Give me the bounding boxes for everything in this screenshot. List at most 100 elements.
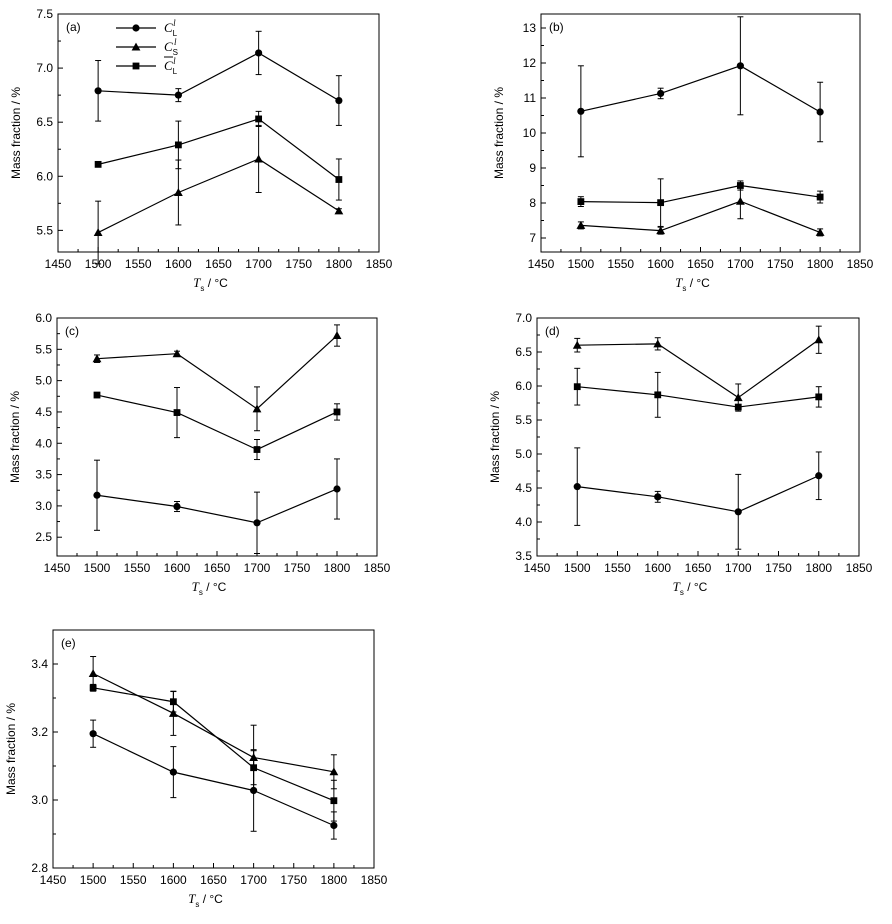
panel-b-series-triangle-point — [735, 196, 745, 205]
panel-c-y-tick-label: 4.5 — [35, 405, 52, 419]
panel-d-x-tick-label: 1700 — [725, 561, 752, 575]
panel-e-series-triangle-point — [329, 767, 339, 776]
panel-e-x-axis-var: T — [188, 891, 196, 906]
panel-e-series-circle-line — [92, 733, 335, 827]
panel-b-x-tick-label: 1750 — [767, 257, 794, 271]
panel-d-y-tick-label: 5.0 — [515, 447, 532, 461]
panel-b-series-circle-point — [736, 62, 744, 70]
panel-a-series-triangle-point — [254, 154, 264, 163]
panel-a-x-axis-sub: s — [200, 284, 204, 293]
panel-d-x-tick-label: 1450 — [524, 561, 551, 575]
panel-c-x-axis-var: T — [192, 579, 200, 594]
panel-d-series-triangle-point — [572, 340, 582, 349]
panel-a-legend-marker — [131, 42, 141, 51]
panel-a-series-circle-point — [255, 49, 263, 57]
panel-b-x-tick-label: 1700 — [727, 257, 754, 271]
panel-c-x-axis-unit: / °C — [203, 580, 227, 594]
panel-a-series-circle-line — [98, 52, 340, 102]
panel-a-y-tick-label: 6.5 — [36, 115, 53, 129]
panel-a-series-square-line — [97, 118, 340, 180]
panel-c-series-triangle — [92, 324, 342, 432]
panel-d-x-tick-label: 1800 — [805, 561, 832, 575]
panel-c-x-tick-label: 1850 — [364, 561, 391, 575]
panel-c-series-circle-point — [93, 491, 101, 499]
panel-a-legend-sup: l — [174, 37, 177, 47]
panel-c-x-tick-label: 1750 — [284, 561, 311, 575]
panel-b-y-tick-label: 7 — [529, 231, 536, 245]
panel-a-series-circle-point — [174, 91, 182, 99]
panel-b-y-axis-label: Mass fraction / % — [492, 87, 506, 179]
panel-e-x-tick-label: 1700 — [240, 873, 267, 887]
panel-a-y-tick-label: 6.0 — [36, 169, 53, 183]
panel-d-x-axis-unit: / °C — [684, 580, 708, 594]
panel-e-x-tick-label: 1800 — [321, 873, 348, 887]
panel-a-x-tick-label: 1850 — [366, 257, 393, 271]
panel-c-series-circle — [93, 458, 341, 554]
panel-c-x-tick-label: 1450 — [44, 561, 71, 575]
panel-c-x-tick-label: 1700 — [244, 561, 271, 575]
panel-d-series-square-point — [654, 391, 662, 399]
panel-c-y-tick-label: 5.5 — [35, 342, 52, 356]
panel-c-series-square-point — [173, 409, 181, 416]
panel-a-legend-marker — [132, 62, 140, 70]
panel-a-series-circle — [94, 30, 343, 126]
panel-e-series-triangle-line — [92, 672, 334, 773]
panel-a-y-axis-label: Mass fraction / % — [9, 87, 23, 179]
panel-a-x-tick-label: 1650 — [205, 257, 232, 271]
panel-d-series-circle-point — [654, 493, 662, 501]
panel-c-x-tick-label: 1500 — [84, 561, 111, 575]
panel-e: 1450 1500 1550 1600 1650 1700 1750 1800 1850 2.8 3… — [4, 629, 388, 909]
panel-e-series-triangle-point — [168, 708, 178, 717]
panel-a-legend-sub: L — [173, 67, 178, 76]
panel-a-legend-main: C — [164, 39, 173, 54]
panel-d-series-square-point — [734, 403, 742, 411]
panel-e-x-tick-label: 1550 — [120, 873, 147, 887]
panel-e-label: (e) — [61, 636, 76, 650]
panel-d-y-tick-label: 4.5 — [515, 481, 532, 495]
panel-e-x-tick-label: 1500 — [80, 873, 107, 887]
panel-d-y-tick-label: 6.5 — [515, 345, 532, 359]
panel-b-y-tick-label: 8 — [529, 196, 536, 210]
panel-b-series-triangle — [576, 183, 825, 237]
panel-d-series-triangle-point — [814, 335, 824, 344]
panel-b-x-axis-sub: s — [682, 284, 686, 293]
panel-c-series-square — [93, 387, 341, 461]
panel-d-plot-frame — [536, 317, 860, 557]
panel-c-y-tick-label: 5.0 — [35, 374, 52, 388]
panel-b-x-tick-label: 1450 — [528, 257, 555, 271]
panel-b-series-triangle-point — [576, 221, 586, 229]
panel-d-series-square-line — [577, 386, 819, 408]
panel-c-y-tick-label: 3.5 — [35, 468, 52, 482]
panel-b-y-tick-label: 9 — [529, 161, 536, 175]
panel-e-series-circle-point — [250, 786, 258, 795]
panel-d-x-axis-sub: s — [680, 588, 684, 597]
panel-a-y-tick-label: 7.5 — [36, 7, 53, 21]
panel-a-legend-marker — [132, 24, 140, 32]
panel-b-x-tick-label: 1850 — [847, 257, 874, 271]
panel-a-x-tick-label: 1750 — [285, 257, 312, 271]
panel-a-series-triangle-point — [173, 188, 183, 197]
panel-c-plot-frame — [56, 317, 378, 557]
panel-a-series-square-point — [335, 176, 343, 183]
panel-c-x-tick-label: 1550 — [124, 561, 151, 575]
panel-c-y-tick-label: 2.5 — [35, 530, 52, 544]
panel-e-series-square — [89, 683, 338, 822]
panel-e-series-circle-point — [169, 768, 177, 776]
panel-e-series-square-point — [330, 797, 338, 805]
panel-b-x-tick-label: 1500 — [568, 257, 595, 271]
panel-c-series-circle-line — [96, 488, 338, 524]
panel-c-series-triangle-point — [252, 404, 262, 413]
panel-c-series-square-line — [96, 394, 338, 451]
panel-c-x-tick-label: 1600 — [164, 561, 191, 575]
panel-d-label: (d) — [545, 324, 560, 338]
panel-d-y-tick-label: 6.0 — [515, 379, 532, 393]
panel-c-label: (c) — [65, 324, 79, 338]
panel-b-series-square-point — [577, 198, 585, 205]
panel-e-x-axis-unit: / °C — [199, 892, 223, 906]
panel-b-x-tick-label: 1650 — [687, 257, 714, 271]
panel-e-series-square-point — [169, 698, 177, 706]
panel-d: 1450 1500 1550 1600 1650 1700 1750 1800 1850 3.5 4… — [488, 311, 873, 597]
panel-b-series-triangle-point — [815, 228, 825, 236]
